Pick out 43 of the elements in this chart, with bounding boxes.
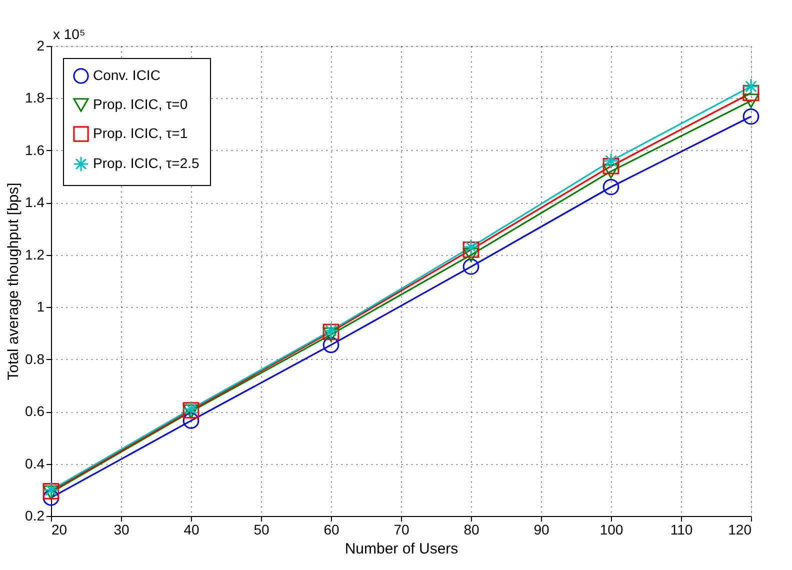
y-tick-label: 1.4 xyxy=(25,194,45,210)
y-tick-label: 0.2 xyxy=(25,508,45,524)
y-axis-title: Total average thoughput [bps] xyxy=(5,182,22,380)
point xyxy=(462,242,480,258)
legend-label: Conv. ICIC xyxy=(93,67,160,83)
x-tick-label: 40 xyxy=(184,522,200,538)
point xyxy=(182,412,200,429)
y-tick-label: 1.2 xyxy=(25,246,45,262)
text: x 10⁵ xyxy=(53,26,86,42)
y-tick-label: 0.4 xyxy=(25,455,45,472)
point xyxy=(322,336,340,354)
y-tick-label: 0.8 xyxy=(25,350,45,367)
y-tick-label: 1.6 xyxy=(25,142,45,158)
x-tick-label: 50 xyxy=(254,522,270,538)
point xyxy=(322,327,340,342)
point xyxy=(742,78,760,95)
x-tick-label: 120 xyxy=(728,522,752,538)
legend-label: Prop. ICIC, τ=1 xyxy=(93,125,188,141)
point xyxy=(602,158,620,174)
x-axis-title: Number of Users xyxy=(344,540,458,558)
legend-label: Prop. ICIC, τ=0 xyxy=(93,96,188,112)
point xyxy=(462,248,480,262)
y-tick-label: 2 xyxy=(36,38,45,54)
point xyxy=(742,108,760,125)
y-tick-label: 0.6 xyxy=(25,403,45,420)
point xyxy=(462,238,480,256)
y-tick-label: 1 xyxy=(36,298,45,315)
x-tick-label: 90 xyxy=(534,522,550,538)
x-tick-label: 30 xyxy=(114,522,130,538)
x-tick-label: 20 xyxy=(52,522,68,538)
x-tick-label: 80 xyxy=(464,522,480,538)
point xyxy=(602,178,620,196)
point xyxy=(602,152,620,170)
x-tick-label: 100 xyxy=(600,522,624,538)
x-tick-label: 110 xyxy=(670,522,693,538)
x-tick-label: 60 xyxy=(324,522,340,538)
point xyxy=(602,164,620,179)
point xyxy=(462,258,480,275)
x-tick-label: 70 xyxy=(394,522,410,538)
legend-label: Prop. ICIC, τ=2.5 xyxy=(93,155,200,171)
point xyxy=(742,94,760,108)
y-tick-label: 1.8 xyxy=(25,90,45,106)
point xyxy=(742,84,760,102)
